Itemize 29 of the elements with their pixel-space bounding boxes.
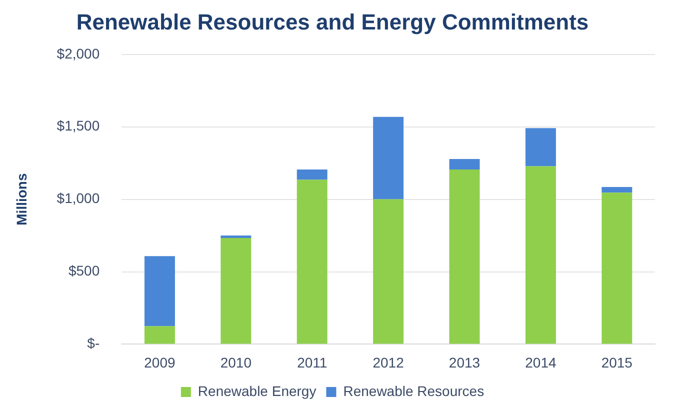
bar [296,169,328,180]
chart-title: Renewable Resources and Energy Commitments [76,9,589,34]
x-tick-label: 2015 [601,354,633,370]
bar [144,256,175,326]
y-axis-title: Millions [13,173,30,226]
bar [373,116,404,200]
x-tick-label: 2011 [297,354,328,370]
legend-label: Renewable Energy [198,382,316,399]
x-tick-label: 2010 [220,354,252,370]
y-tick-label: $- [87,335,100,352]
bar [144,326,175,344]
bar [602,192,632,344]
y-tick-label: $1,500 [56,118,100,134]
bar [449,169,480,344]
bar [525,166,556,344]
bar [449,159,480,170]
x-tick-label: 2013 [448,354,480,370]
x-tick-label: 2014 [525,354,556,370]
bar [373,199,404,344]
y-tick-label: $500 [68,262,100,279]
x-tick-label: 2009 [144,354,176,370]
y-tick-label: $2,000 [56,45,100,62]
legend-label: Renewable Resources [343,382,484,399]
bar [525,128,556,166]
x-tick-label: 2012 [372,354,404,370]
bar [602,186,632,193]
bar [220,238,252,344]
bar [296,180,328,344]
y-tick-label: $1,000 [56,190,100,206]
